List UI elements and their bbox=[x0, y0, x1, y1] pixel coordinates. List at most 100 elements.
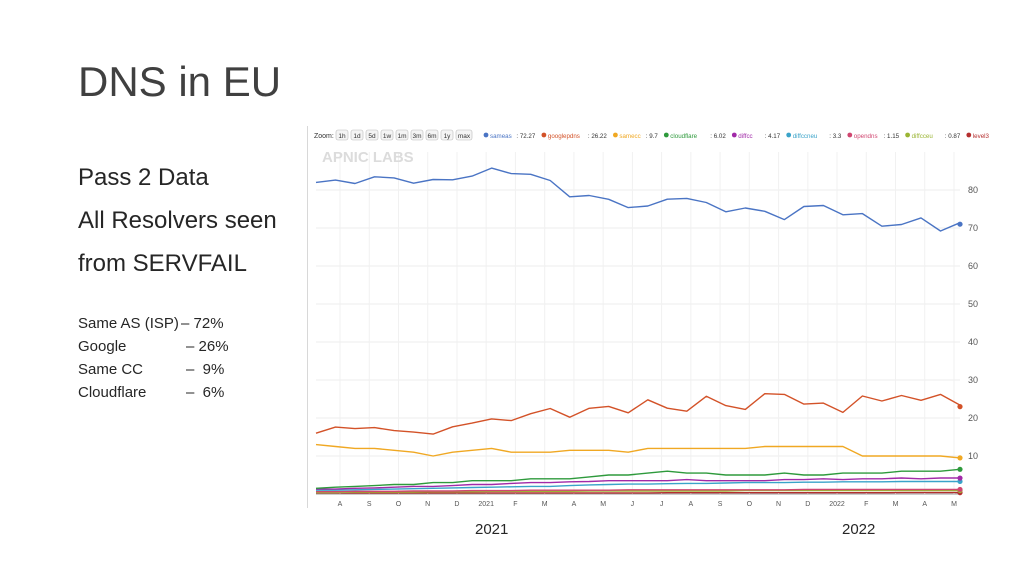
legend-label-cloudflare: cloudflare bbox=[670, 133, 697, 140]
zoom-button-1d[interactable] bbox=[350, 129, 364, 141]
series-line-opendns bbox=[316, 488, 960, 493]
watermark-apnic-labs: APNIC LABS bbox=[322, 149, 414, 166]
zoom-label: Zoom: bbox=[314, 133, 334, 140]
zoom-button-3m[interactable] bbox=[410, 129, 424, 141]
legend-marker-sameas bbox=[483, 132, 489, 138]
y-tick-label: 70 bbox=[968, 223, 978, 233]
series-line-googlepdns bbox=[315, 393, 961, 435]
legend-value-googlepdns: : 26.22 bbox=[588, 133, 607, 140]
stat-name: Same CC bbox=[78, 361, 144, 378]
legend-marker-cloudflare bbox=[663, 132, 669, 138]
bullet-pass2: Pass 2 Data bbox=[78, 164, 209, 191]
series-end-marker-sameas bbox=[957, 221, 963, 227]
series-end-marker-opendns bbox=[957, 486, 963, 493]
series-line-diffccneu bbox=[316, 480, 960, 491]
legend-label-diffcc: diffcc bbox=[738, 133, 752, 140]
series-end-marker-googlepdns bbox=[957, 404, 963, 410]
y-tick-label: 50 bbox=[968, 299, 978, 309]
zoom-button-1w[interactable] bbox=[380, 129, 394, 141]
bullet-list: Pass 2 Data All Resolvers seen from SERV… bbox=[78, 156, 277, 285]
legend-label-googlepdns: googlepdns bbox=[548, 133, 580, 140]
x-tick-label: M bbox=[893, 501, 899, 508]
line-chart: 10 20 30 40 50 60 70 80 A S O N D 2021 F M A M J J A S O N D 2022… bbox=[314, 129, 1015, 508]
zoom-button-label: 6m bbox=[427, 133, 436, 140]
y-tick-label: 40 bbox=[968, 337, 978, 347]
x-tick-label: M bbox=[542, 501, 548, 508]
stat-name: Cloudflare bbox=[78, 384, 147, 401]
x-tick-label: F bbox=[513, 501, 517, 508]
series-line-cloudflare bbox=[315, 468, 961, 489]
legend-value-sameas: : 72.27 bbox=[516, 133, 535, 140]
legend-marker-googlepdns bbox=[541, 132, 547, 138]
x-tick-label: 2021 bbox=[478, 501, 494, 508]
x-tick-label: O bbox=[396, 501, 402, 508]
series-line-sameas bbox=[315, 167, 961, 232]
series-end-marker-diffcc bbox=[957, 475, 963, 481]
legend-marker-diffcc bbox=[731, 132, 737, 138]
legend-marker-opendns bbox=[847, 132, 853, 138]
legend-label-sameas: sameas bbox=[490, 133, 512, 140]
x-tick-label: M bbox=[951, 501, 957, 508]
y-tick-label: 30 bbox=[968, 375, 978, 385]
x-tick-label: A bbox=[922, 501, 927, 508]
series-line-diffcc bbox=[316, 477, 960, 490]
stat-value: – 72% bbox=[181, 315, 224, 332]
legend-value-cloudflare: : 6.02 bbox=[710, 133, 726, 140]
slide-title: DNS in EU bbox=[78, 58, 282, 105]
zoom-button-label: 1w bbox=[383, 133, 392, 140]
legend-label-diffccneu: diffccneu bbox=[793, 133, 818, 140]
zoom-button-5d[interactable] bbox=[365, 129, 379, 141]
legend-marker-level3 bbox=[966, 132, 972, 138]
stat-name: Same AS (ISP) bbox=[78, 315, 179, 332]
stat-value: – 26% bbox=[186, 338, 229, 355]
y-tick-label: 10 bbox=[968, 451, 978, 461]
x-tick-label: D bbox=[454, 501, 459, 508]
zoom-button-max[interactable] bbox=[455, 129, 473, 141]
series-end-marker-samecc bbox=[957, 455, 963, 461]
legend-value-diffcceu: : 0.87 bbox=[945, 133, 961, 140]
year-label-2022: 2022 bbox=[842, 521, 876, 538]
legend-marker-diffcceu bbox=[905, 132, 910, 138]
bullet-resolvers: All Resolvers seen bbox=[78, 207, 277, 234]
x-tick-label: O bbox=[747, 501, 753, 508]
zoom-button-1y[interactable] bbox=[440, 129, 454, 141]
year-label-2021: 2021 bbox=[475, 521, 509, 538]
legend-marker-diffccneu bbox=[786, 132, 792, 138]
x-tick-label: A bbox=[689, 501, 694, 508]
legend-value-diffccneu: : 3.3 bbox=[829, 133, 842, 140]
x-tick-label: J bbox=[631, 501, 635, 508]
y-tick-label: 60 bbox=[968, 261, 978, 271]
zoom-button-6m[interactable] bbox=[425, 129, 439, 141]
zoom-button-label: 1h bbox=[338, 133, 346, 140]
chart-panel: 10 20 30 40 50 60 70 80 A S O N D 2021 F M A M J J A S O N D 2022… bbox=[307, 126, 1015, 508]
stat-name: Google bbox=[78, 338, 127, 355]
zoom-button-1h[interactable] bbox=[335, 129, 349, 141]
zoom-button-label: 1m bbox=[397, 133, 406, 140]
zoom-button-label: max bbox=[458, 133, 471, 140]
x-tick-label: A bbox=[572, 501, 577, 508]
y-tick-label: 80 bbox=[968, 185, 978, 195]
legend-value-samecc: : 9.7 bbox=[646, 133, 659, 140]
stat-value: – 9% bbox=[186, 361, 225, 378]
x-tick-label: N bbox=[776, 501, 781, 508]
x-tick-label: F bbox=[864, 501, 868, 508]
zoom-button-label: 1d bbox=[353, 133, 361, 140]
stat-value: – 6% bbox=[186, 384, 225, 401]
x-tick-label: M bbox=[600, 501, 606, 508]
legend-label-samecc: samecc bbox=[619, 133, 640, 140]
x-tick-label: N bbox=[425, 501, 430, 508]
legend-label-opendns: opendns bbox=[854, 133, 878, 140]
zoom-button-label: 1y bbox=[444, 133, 452, 140]
series-line-diffcceu bbox=[316, 489, 960, 494]
x-tick-label: S bbox=[718, 501, 723, 508]
zoom-button-1m[interactable] bbox=[395, 129, 409, 141]
x-tick-label: S bbox=[367, 501, 372, 508]
bullet-servfail: from SERVFAIL bbox=[78, 250, 247, 277]
series-line-samecc bbox=[315, 443, 961, 459]
zoom-button-label: 3m bbox=[412, 133, 421, 140]
legend-value-opendns: : 1.15 bbox=[884, 133, 900, 140]
legend-marker-samecc bbox=[613, 132, 618, 138]
x-tick-label: J bbox=[660, 501, 664, 508]
legend-value-diffcc: : 4.17 bbox=[765, 133, 781, 140]
x-tick-label: A bbox=[338, 501, 343, 508]
